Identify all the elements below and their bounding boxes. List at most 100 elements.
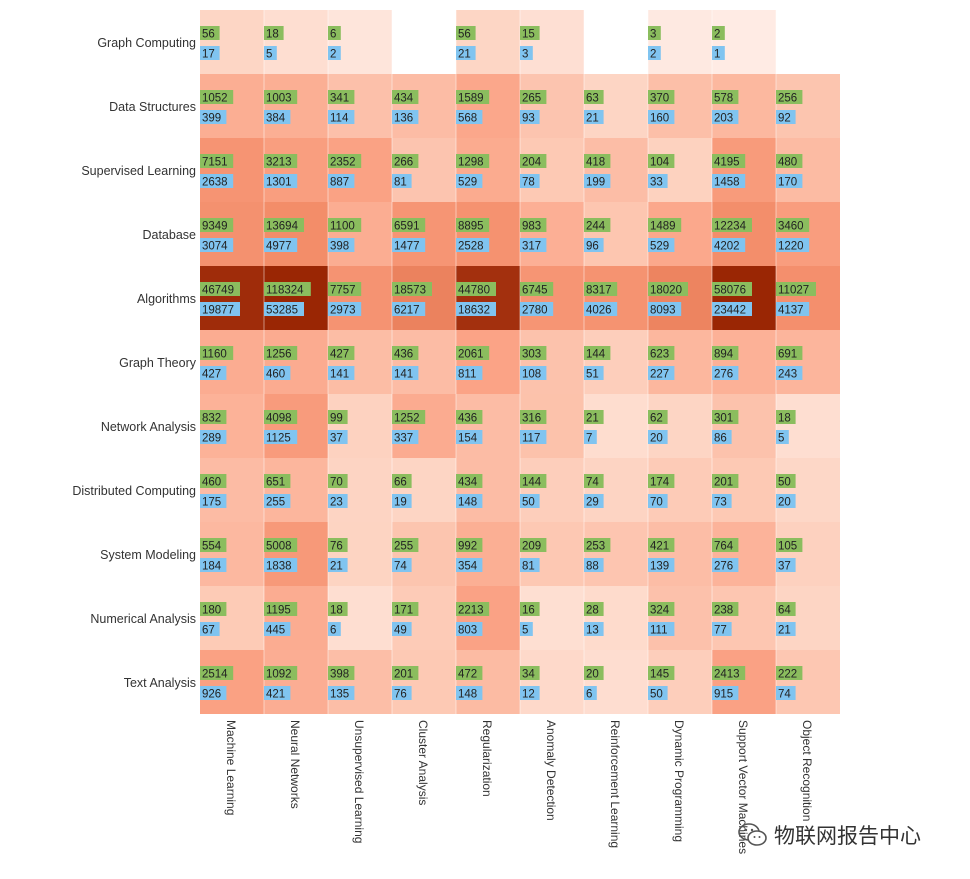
value-label-bg-bottom [200,430,227,444]
heatmap-cell [392,458,456,522]
value-label-bottom: 136 [394,113,413,125]
value-label-top: 427 [330,349,349,361]
value-label-bottom: 20 [778,497,791,509]
value-label-bg-bottom [584,430,597,444]
value-label-bottom: 4026 [586,305,612,317]
heatmap-cell [776,394,840,458]
value-label-bottom: 2780 [522,305,548,317]
heatmap-cell [200,266,264,330]
value-label-bg-top [328,410,348,424]
row-label: Supervised Learning [81,164,196,178]
heatmap-cell [328,330,392,394]
value-label-bottom: 17 [202,49,215,61]
heatmap-cell [392,202,456,266]
heatmap-cell [520,394,584,458]
value-label-top: 253 [586,541,605,553]
value-label-bg-top [648,346,675,360]
value-label-bg-top [520,282,554,296]
value-label-bg-top [200,666,234,680]
heatmap-cell [392,650,456,714]
value-label-bg-top [776,538,803,552]
value-label-bg-top [200,538,227,552]
heatmap-cell [200,10,264,74]
value-label-bottom: 203 [714,113,733,125]
heatmap-cell [520,10,584,74]
value-label-bg-bottom [392,238,426,252]
value-label-bottom: 337 [394,433,413,445]
value-label-bg-bottom [712,366,739,380]
value-label-bg-bottom [456,174,483,188]
value-label-bottom: 6217 [394,305,420,317]
value-label-bg-bottom [200,366,227,380]
heatmap-cell [584,522,648,586]
value-label-top: 15 [522,29,535,41]
value-label-bg-bottom [648,622,675,636]
value-label-bg-bottom [200,238,234,252]
value-label-bottom: 74 [394,561,407,573]
value-label-top: 2061 [458,349,484,361]
value-label-bg-bottom [712,686,739,700]
value-label-bg-bottom [264,238,298,252]
value-label-bottom: 21 [330,561,343,573]
value-label-top: 554 [202,541,222,553]
value-label-bg-top [392,602,419,616]
value-label-bg-bottom [392,686,412,700]
value-label-top: 436 [458,413,477,425]
value-label-bg-top [392,90,419,104]
value-label-top: 18 [778,413,791,425]
value-label-bg-top [456,26,476,40]
heatmap-cell [584,586,648,650]
heatmap-cell [520,586,584,650]
value-label-top: 472 [458,669,477,681]
heatmap-cell [328,586,392,650]
value-label-bg-bottom [200,622,220,636]
value-label-bg-bottom [648,686,668,700]
value-label-bg-bottom [520,174,540,188]
value-label-top: 244 [586,221,606,233]
heatmap-cell [712,650,776,714]
value-label-top: 144 [586,349,606,361]
value-label-top: 56 [202,29,215,41]
value-label-bg-bottom [200,46,220,60]
value-label-bg-top [264,410,298,424]
value-label-top: 1003 [266,93,292,105]
value-label-bg-top [264,26,284,40]
heatmap-cell [456,586,520,650]
value-label-bg-top [520,602,540,616]
value-label-top: 3460 [778,221,804,233]
value-label-bg-top [392,154,419,168]
value-label-bg-bottom [584,302,618,316]
value-label-bg-top [328,538,348,552]
heatmap-cell [584,202,648,266]
value-label-top: 105 [778,541,797,553]
value-label-top: 28 [586,605,599,617]
value-label-top: 13694 [266,221,299,233]
heatmap-cell [648,522,712,586]
value-label-bottom: 568 [458,113,477,125]
heatmap-cell [328,650,392,714]
value-label-bottom: 255 [266,497,285,509]
value-label-bg-bottom [328,430,348,444]
value-label-bg-top [648,282,688,296]
value-label-bottom: 2 [650,49,656,61]
wechat-icon [738,823,767,846]
value-label-top: 118324 [266,285,304,297]
value-label-bg-bottom [584,686,597,700]
value-label-top: 691 [778,349,797,361]
heatmap-cell [648,202,712,266]
value-label-top: 265 [522,93,541,105]
value-label-top: 2213 [458,605,484,617]
value-label-bg-bottom [328,622,341,636]
value-label-top: 1100 [330,221,355,233]
heatmap-cell [520,138,584,202]
heatmap-cell [200,330,264,394]
value-label-bottom: 4977 [266,241,292,253]
heatmap-cell [328,458,392,522]
value-label-bottom: 19 [394,497,407,509]
value-label-bottom: 445 [266,625,285,637]
value-label-bg-bottom [264,494,291,508]
value-label-top: 18 [330,605,343,617]
heatmap-cell [520,458,584,522]
heatmap-cell [264,394,328,458]
